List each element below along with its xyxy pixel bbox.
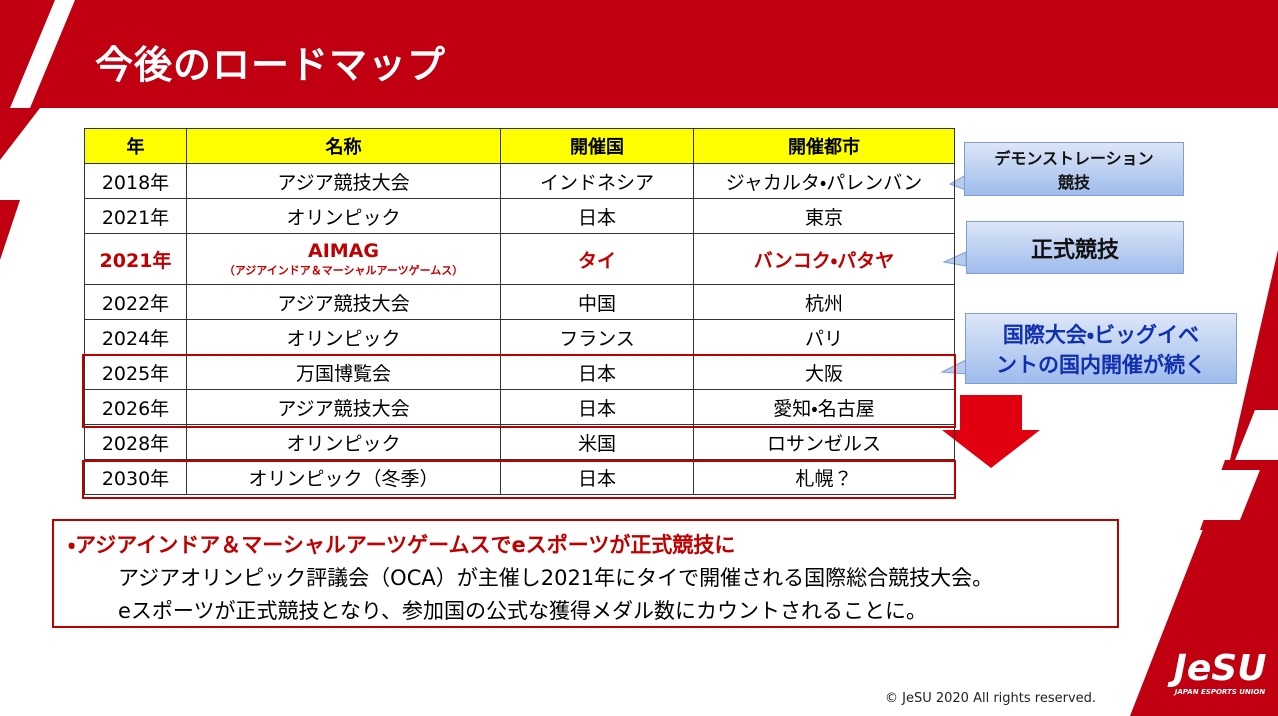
table-row: 2022年 アジア競技大会 中国 杭州 [84,284,955,320]
callout: 国際大会・ビッグイベ ントの国内開催が続く [965,313,1237,384]
header-cell: 開催都市 [693,128,955,164]
table-cell: タイ [500,233,694,285]
table-row: 2028年 オリンピック 米国 ロサンゼルス [84,424,955,460]
highlight-box [82,354,956,428]
summary-line: アジアオリンピック評議会（OCA）が主催し2021年にタイで開催される国際総合競… [118,566,994,590]
table-cell: 日本 [500,459,694,495]
table-cell: パリ [693,319,955,355]
table-cell: 米国 [500,424,694,460]
title: 今後のロードマップ [95,43,447,87]
table-row: 2018年 アジア競技大会 インドネシア ジャカルタ・パレンバン [84,163,955,199]
table-cell: 中国 [500,284,694,320]
callout: デモンストレーション 競技 [964,142,1184,196]
table-cell: 日本 [500,198,694,234]
table-cell: アジア競技大会 [186,284,501,320]
callout-text: ントの国内開催が続く [996,352,1206,377]
table-cell: 東京 [693,198,955,234]
table-cell: オリンピック [186,424,501,460]
logo-sub: JAPAN ESPORTS UNION [1174,688,1266,696]
logo: JeSU JAPAN ESPORTS UNION [1168,648,1272,697]
summary-box: ・アジアインドア＆マーシャルアーツゲームスでeスポーツが正式競技に アジアオリン… [52,519,1119,628]
callout: 正式競技 [966,221,1184,274]
callout-text: 競技 [1057,173,1090,192]
table-cell: 2022年 [84,284,187,320]
logo-text: JeSU [1173,648,1267,689]
header-cell: 開催国 [500,128,694,164]
cell-subtext: （アジアインドア＆マーシャルアーツゲームス） [223,264,464,277]
callout-text: デモンストレーション [994,149,1154,168]
callout-text: 国際大会・ビッグイベ [1002,322,1200,347]
copyright: © JeSU 2020 All rights reserved. [885,691,1097,706]
table-cell: 2021年 [84,198,187,234]
table-cell: 2018年 [84,163,187,199]
cell-text: AIMAG [308,240,379,262]
table-cell: 札幌？ [693,459,955,495]
table-cell: 2024年 [84,319,187,355]
table-cell: 2025年 [84,354,187,390]
table-row: 2021年 オリンピック 日本 東京 [84,198,955,234]
roadmap-table: 年名称 開催国 開催都市 2018年 アジア競技大会 インドネシア ジャカルタ・パレンバン… [84,128,955,495]
table-cell: ロサンゼルス [693,424,955,460]
table-cell: インドネシア [500,163,694,199]
table-cell: アジア競技大会 [186,163,501,199]
table-cell: 愛知・名古屋 [693,389,955,425]
table-cell: フランス [500,319,694,355]
highlight-box [82,460,956,499]
table-cell: オリンピック [186,198,501,234]
header-cell: 年 [84,128,187,164]
table-row: 2024年 オリンピック フランス パリ [84,319,955,355]
table-cell: ジャカルタ・パレンバン [693,163,955,199]
table-cell: オリンピック [186,319,501,355]
table-cell: 2028年 [84,424,187,460]
summary-line: eスポーツが正式競技となり、参加国の公式な獲得メダル数にカウントされることに。 [118,599,928,623]
table-cell: 日本 [500,389,694,425]
summary-heading: ・アジアインドア＆マーシャルアーツゲームスでeスポーツが正式競技に [68,533,736,557]
table-cell: 2021年 [84,233,187,285]
callout-text: 正式競技 [1030,237,1119,263]
table-cell: 大阪 [693,354,955,390]
table-cell: 杭州 [693,284,955,320]
table-cell: バンコク・パタヤ [693,233,955,285]
header-cell: 名称 [186,128,501,164]
table-row: 2021年 AIMAG （アジアインドア＆マーシャルアーツゲームス） タイ バンコク・パ… [84,233,955,285]
table-cell: AIMAG （アジアインドア＆マーシャルアーツゲームス） [186,233,501,285]
